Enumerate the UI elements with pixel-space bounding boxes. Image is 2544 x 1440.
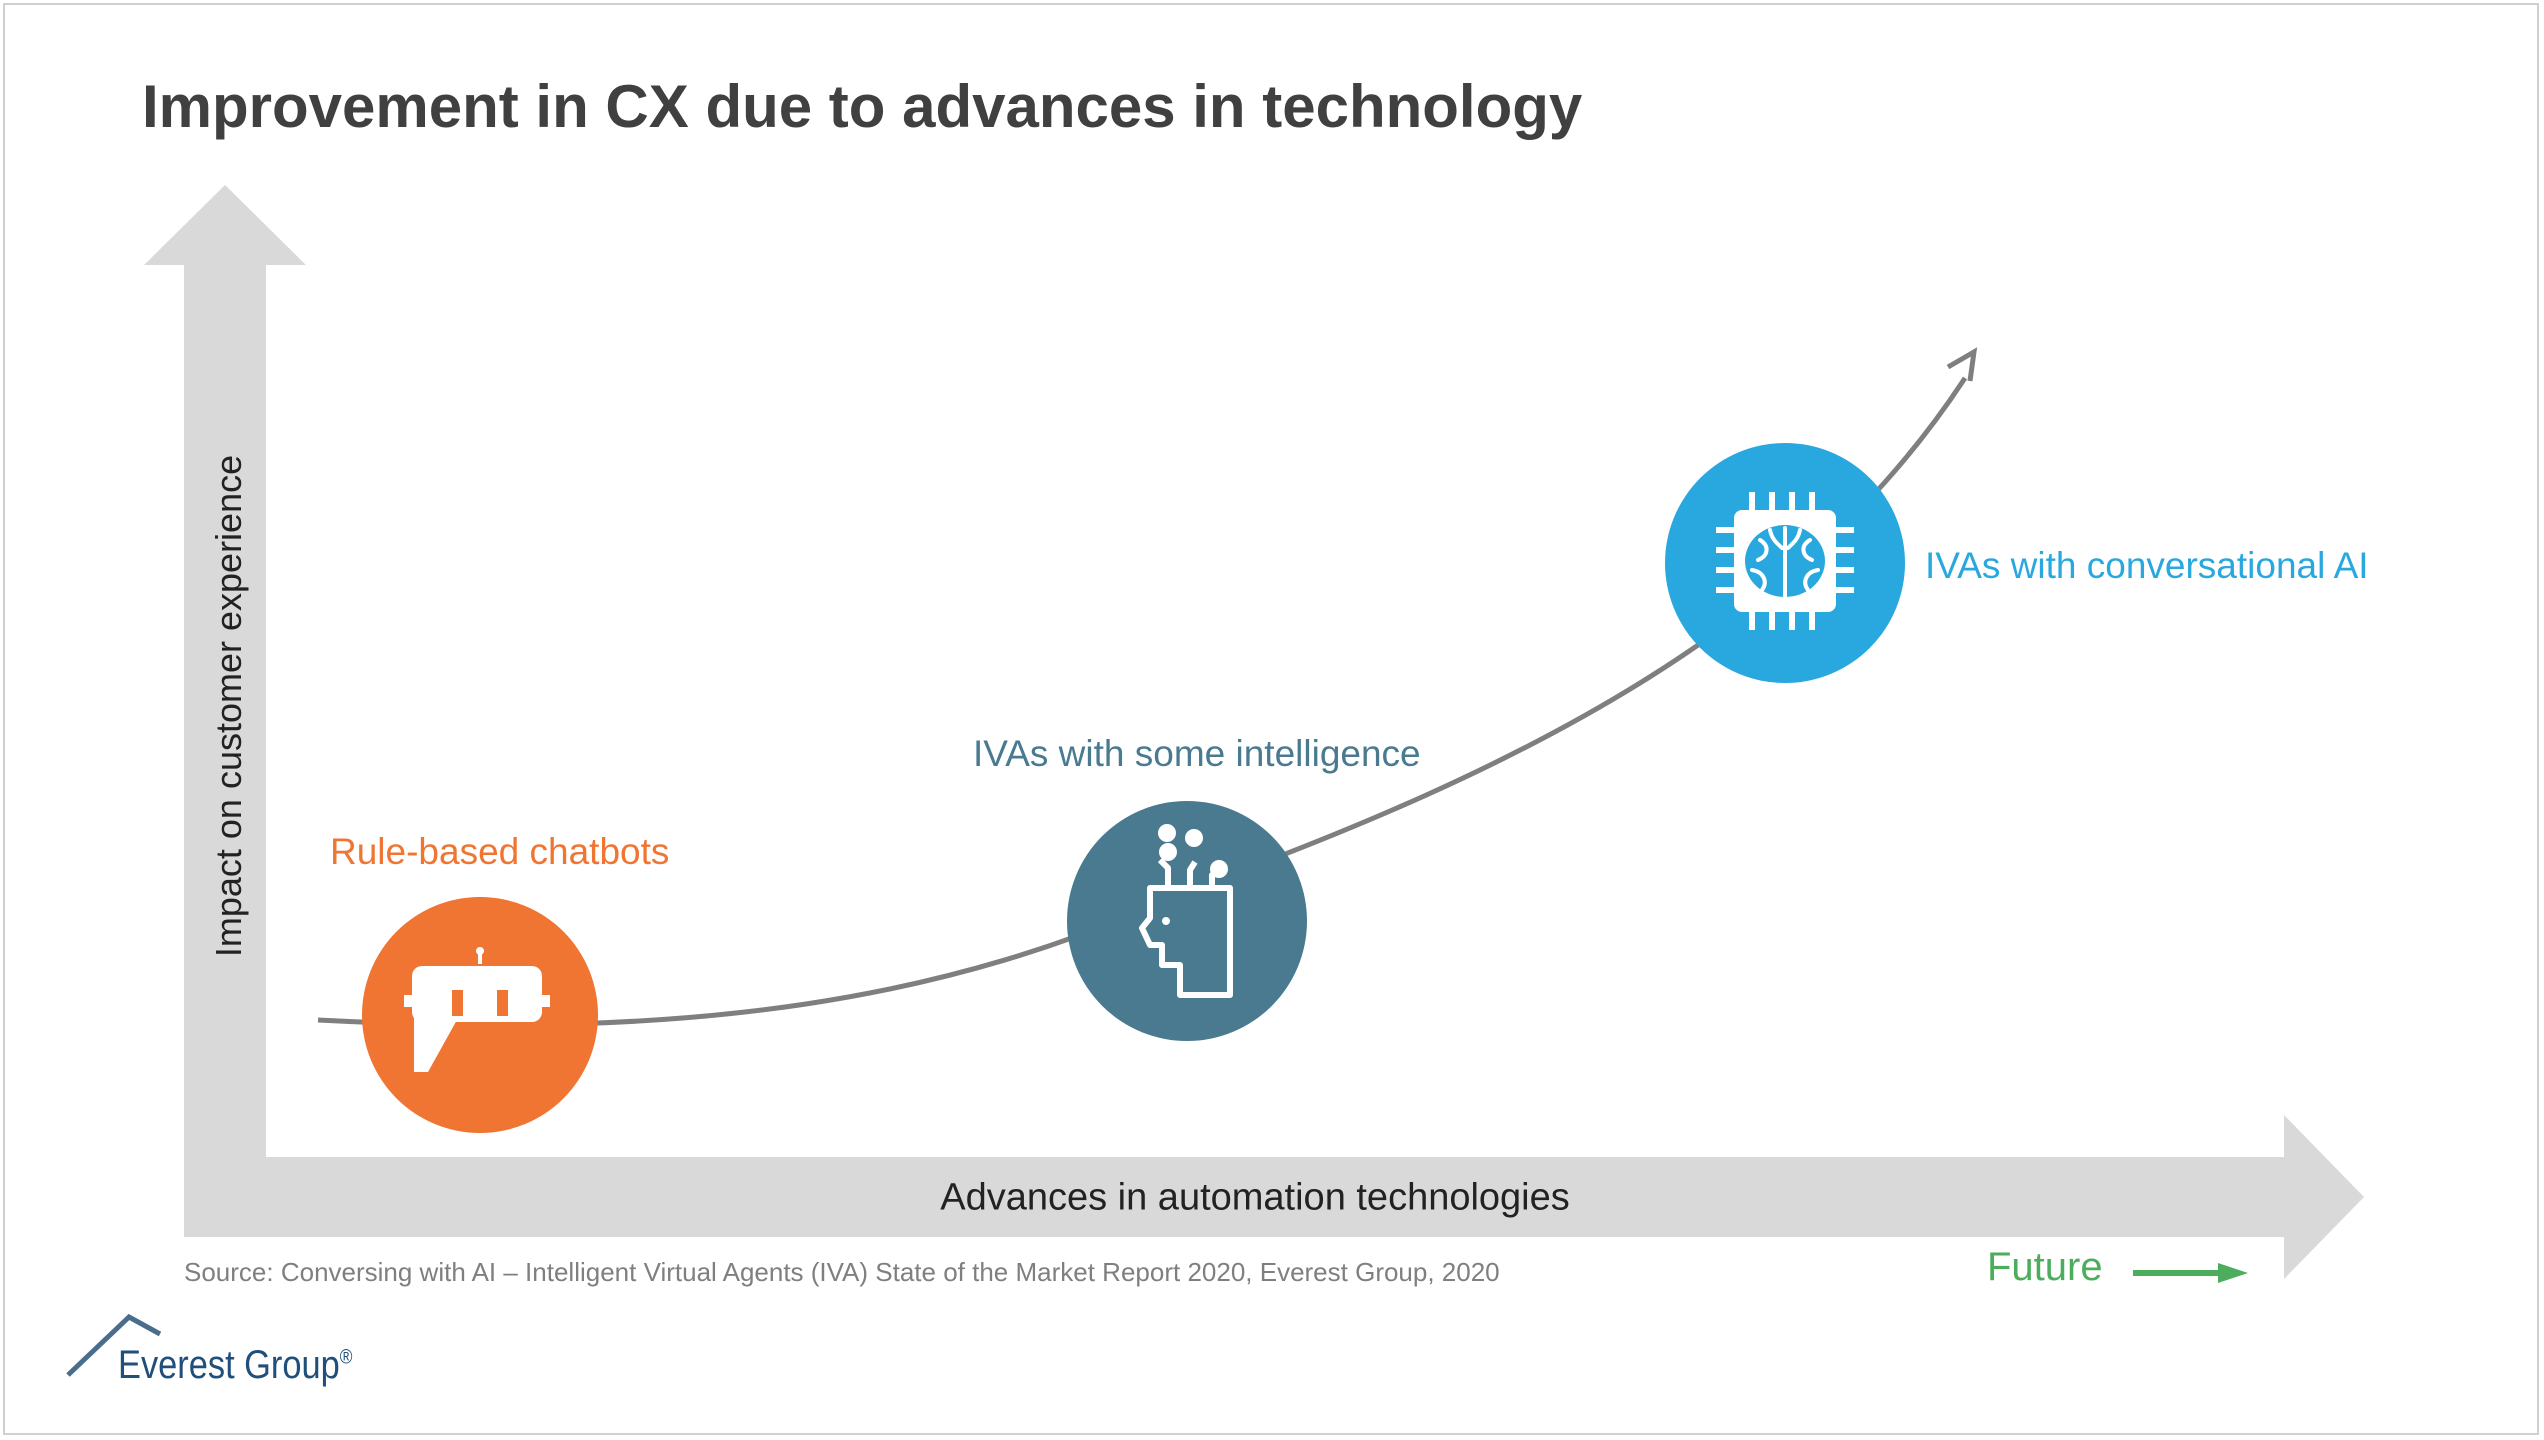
stage-some-intelligence — [1067, 801, 1307, 1041]
stage-conversational-ai — [1665, 443, 1905, 683]
brain-chip-icon — [1716, 492, 1854, 630]
future-label: Future — [1987, 1245, 2103, 1289]
ai-head-icon — [1139, 857, 1233, 998]
x-axis-label: Advances in automation technologies — [940, 1176, 1570, 1219]
brand-logo: Everest Group® — [118, 1343, 352, 1388]
stage-label-some-intelligence: IVAs with some intelligence — [973, 733, 1421, 774]
future-arrow — [2133, 1263, 2248, 1283]
everest-logo-icon — [66, 1313, 162, 1377]
brand-name: Everest Group — [118, 1343, 340, 1387]
chatbot-icon — [404, 947, 550, 1072]
stage-rule-based — [362, 897, 598, 1133]
y-axis-label: Impact on customer experience — [208, 454, 249, 958]
slide-frame — [3, 3, 2539, 1435]
growth-curve-arrowhead — [1946, 347, 1978, 382]
source-note: Source: Conversing with AI – Intelligent… — [184, 1257, 1500, 1287]
stage-label-rule-based: Rule-based chatbots — [330, 831, 670, 872]
y-axis-arrow — [144, 185, 306, 1237]
stage-label-conversational-ai: IVAs with conversational AI — [1925, 545, 2369, 586]
x-axis-arrow — [184, 1115, 2364, 1279]
brand-registered-mark: ® — [339, 1346, 353, 1369]
page-title: Improvement in CX due to advances in tec… — [142, 73, 1583, 140]
